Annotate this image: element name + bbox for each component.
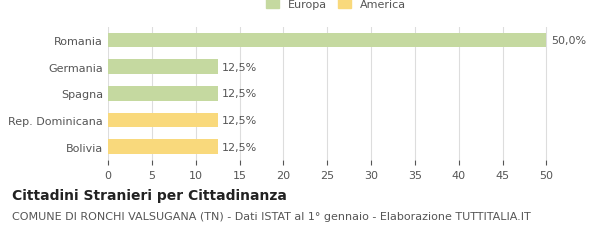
Bar bbox=[108, 87, 218, 101]
Text: 12,5%: 12,5% bbox=[222, 142, 257, 152]
Text: Cittadini Stranieri per Cittadinanza: Cittadini Stranieri per Cittadinanza bbox=[12, 188, 287, 202]
Text: 12,5%: 12,5% bbox=[222, 89, 257, 99]
Legend: Europa, America: Europa, America bbox=[262, 0, 410, 13]
Bar bbox=[108, 140, 218, 154]
Bar bbox=[108, 60, 218, 75]
Bar bbox=[108, 33, 547, 48]
Bar bbox=[108, 113, 218, 128]
Text: 12,5%: 12,5% bbox=[222, 62, 257, 72]
Text: 12,5%: 12,5% bbox=[222, 115, 257, 125]
Text: 50,0%: 50,0% bbox=[551, 36, 586, 46]
Text: COMUNE DI RONCHI VALSUGANA (TN) - Dati ISTAT al 1° gennaio - Elaborazione TUTTIT: COMUNE DI RONCHI VALSUGANA (TN) - Dati I… bbox=[12, 211, 531, 221]
